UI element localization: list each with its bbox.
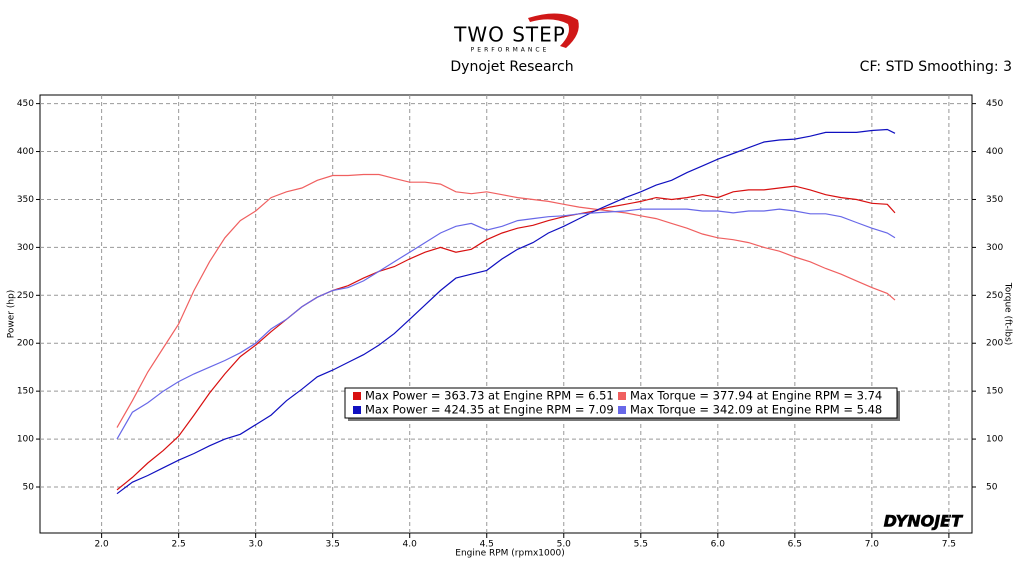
legend-swatch	[618, 392, 626, 400]
y2-tick-label: 250	[986, 291, 1003, 301]
y-tick-label: 400	[17, 147, 34, 157]
legend-swatch	[353, 406, 361, 414]
series-line	[116, 208, 896, 440]
x-axis-label: Engine RPM (rpmx1000)	[455, 549, 564, 559]
x-tick-label: 6.5	[788, 540, 802, 550]
y-tick-label: 250	[17, 291, 34, 301]
series-line	[116, 185, 896, 491]
y2-axis-label: Torque (ft-lbs)	[1003, 282, 1013, 346]
y-tick-label: 200	[17, 339, 34, 349]
x-tick-label: 4.0	[403, 540, 418, 550]
y-axis-label: Power (hp)	[7, 290, 17, 339]
x-tick-label: 2.5	[171, 540, 185, 550]
y-tick-label: 50	[23, 482, 35, 492]
x-tick-label: 5.0	[557, 540, 572, 550]
y2-tick-label: 100	[986, 435, 1003, 445]
y2-tick-label: 200	[986, 339, 1003, 349]
y-tick-label: 100	[17, 435, 34, 445]
legend-swatch	[353, 392, 361, 400]
chart-subtitle: CF: STD Smoothing: 3	[860, 59, 1012, 75]
x-tick-label: 3.5	[326, 540, 340, 550]
y2-tick-label: 450	[986, 99, 1003, 109]
legend-label: Max Torque = 377.94 at Engine RPM = 3.74	[630, 389, 882, 403]
legend-swatch	[618, 406, 626, 414]
brand-logo: DYNOJET	[884, 512, 964, 531]
series-line	[116, 173, 896, 428]
x-tick-label: 7.5	[942, 540, 956, 550]
logo-name: TWO STEP	[453, 23, 566, 47]
x-tick-label: 7.0	[865, 540, 880, 550]
y-tick-label: 300	[17, 243, 34, 253]
chart-title: Dynojet Research	[450, 59, 573, 75]
logo-swoosh	[528, 13, 579, 49]
x-tick-label: 6.0	[711, 540, 726, 550]
legend-label: Max Power = 424.35 at Engine RPM = 7.09	[365, 403, 614, 417]
x-tick-label: 4.5	[480, 540, 494, 550]
y-tick-label: 150	[17, 387, 34, 397]
y-tick-label: 450	[17, 99, 34, 109]
legend-label: Max Torque = 342.09 at Engine RPM = 5.48	[630, 403, 882, 417]
y2-tick-label: 150	[986, 387, 1003, 397]
y2-tick-label: 300	[986, 243, 1003, 253]
x-tick-label: 3.0	[249, 540, 264, 550]
x-tick-label: 5.5	[634, 540, 648, 550]
y2-tick-label: 50	[986, 482, 998, 492]
logo-tagline: PERFORMANCE	[471, 47, 550, 54]
y2-tick-label: 400	[986, 147, 1003, 157]
y-tick-label: 350	[17, 195, 34, 205]
y2-tick-label: 350	[986, 195, 1003, 205]
plot-frame	[39, 94, 973, 534]
legend-label: Max Power = 363.73 at Engine RPM = 6.51	[365, 389, 614, 403]
x-tick-label: 2.0	[94, 540, 109, 550]
series-line	[116, 128, 896, 495]
